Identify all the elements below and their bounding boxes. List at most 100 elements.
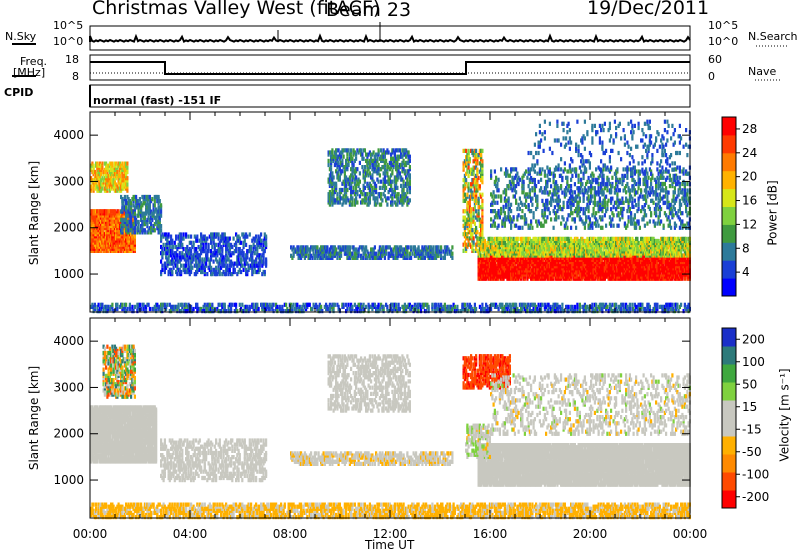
- power-cell: [217, 232, 220, 237]
- power-cell: [147, 215, 150, 220]
- power-cell: [90, 184, 93, 189]
- power-cell: [110, 161, 113, 166]
- power-cell: [106, 215, 109, 220]
- power-cell: [162, 234, 165, 239]
- power-cell: [186, 253, 189, 258]
- power-cell: [101, 209, 104, 214]
- power-cell: [186, 267, 189, 272]
- power-cell: [146, 197, 149, 202]
- power-cell: [240, 257, 243, 262]
- power-cell: [187, 269, 190, 275]
- power-cell: [165, 251, 168, 256]
- power-cell: [156, 226, 159, 231]
- power-cell: [131, 209, 134, 214]
- power-cell: [117, 163, 120, 168]
- power-cell: [128, 199, 131, 204]
- power-cell: [121, 240, 124, 245]
- power-cell: [97, 163, 100, 168]
- power-cell: [177, 267, 180, 272]
- power-cell: [90, 242, 93, 247]
- power-cell: [116, 215, 119, 220]
- power-cell: [130, 240, 133, 245]
- power-cell: [262, 259, 265, 264]
- power-cell: [172, 244, 175, 250]
- power-cell: [96, 209, 99, 214]
- power-cell: [96, 172, 99, 177]
- power-cell: [153, 203, 156, 208]
- power-cell: [205, 261, 208, 266]
- power-cell: [255, 257, 258, 262]
- power-cell: [125, 201, 128, 206]
- power-cell: [112, 209, 115, 214]
- power-cell: [340, 154, 343, 159]
- power-cell: [122, 242, 125, 247]
- power-cell: [191, 265, 194, 270]
- power-cell: [91, 163, 94, 168]
- power-cell: [446, 251, 449, 256]
- power-cell: [107, 230, 110, 235]
- power-cell: [156, 209, 159, 214]
- power-cell: [243, 238, 246, 243]
- power-cell: [335, 181, 338, 186]
- power-cell: [241, 263, 244, 268]
- power-cell: [111, 213, 114, 218]
- power-cell: [108, 230, 111, 235]
- power-cell: [131, 226, 134, 231]
- power-cell: [203, 249, 206, 254]
- power-cell: [256, 247, 259, 252]
- power-cell: [406, 177, 409, 182]
- power-cell: [265, 234, 268, 239]
- power-cell: [178, 255, 181, 260]
- power-cell: [127, 242, 130, 247]
- power-cell: [128, 207, 131, 212]
- power-cell: [127, 215, 130, 220]
- power-cell: [258, 263, 261, 268]
- power-cell: [165, 234, 168, 239]
- power-cell: [355, 175, 358, 180]
- power-cell: [127, 201, 130, 206]
- power-cell: [472, 171, 475, 176]
- power-cell: [186, 249, 189, 254]
- power-cell: [112, 240, 115, 245]
- power-cell: [106, 230, 109, 235]
- power-cell: [161, 267, 164, 272]
- power-cell: [98, 188, 101, 193]
- power-cell: [101, 176, 104, 181]
- power-cell: [126, 165, 129, 170]
- power-cell: [162, 242, 165, 247]
- power-cell: [95, 172, 98, 177]
- power-cell: [207, 247, 210, 252]
- power-cell: [92, 230, 95, 235]
- power-cell: [131, 240, 134, 245]
- power-cell: [246, 234, 249, 239]
- power-cell: [110, 213, 113, 218]
- power-cell: [125, 209, 128, 214]
- power-cell: [151, 211, 154, 216]
- power-cell: [408, 198, 411, 203]
- power-cell: [153, 222, 156, 227]
- power-cell: [118, 215, 121, 220]
- power-cell: [178, 267, 181, 272]
- power-cell: [470, 207, 473, 212]
- power-cell: [201, 269, 204, 275]
- power-cell: [110, 209, 113, 214]
- power-cell: [366, 192, 369, 197]
- power-cell: [128, 219, 131, 225]
- power-cell: [185, 269, 188, 275]
- power-cell: [148, 201, 151, 206]
- power-cell: [341, 158, 344, 163]
- power-cell: [158, 199, 161, 204]
- power-cell: [130, 213, 133, 218]
- power-cell: [113, 209, 116, 214]
- power-cell: [240, 240, 243, 245]
- power-cell: [387, 196, 390, 201]
- power-cell: [132, 240, 135, 245]
- power-cell: [165, 232, 168, 237]
- power-cell: [126, 169, 129, 175]
- power-cell: [396, 185, 399, 190]
- power-cell: [250, 244, 253, 250]
- power-cell: [178, 251, 181, 256]
- power-cell: [117, 209, 120, 214]
- power-cell: [347, 148, 350, 153]
- power-cell: [481, 180, 484, 185]
